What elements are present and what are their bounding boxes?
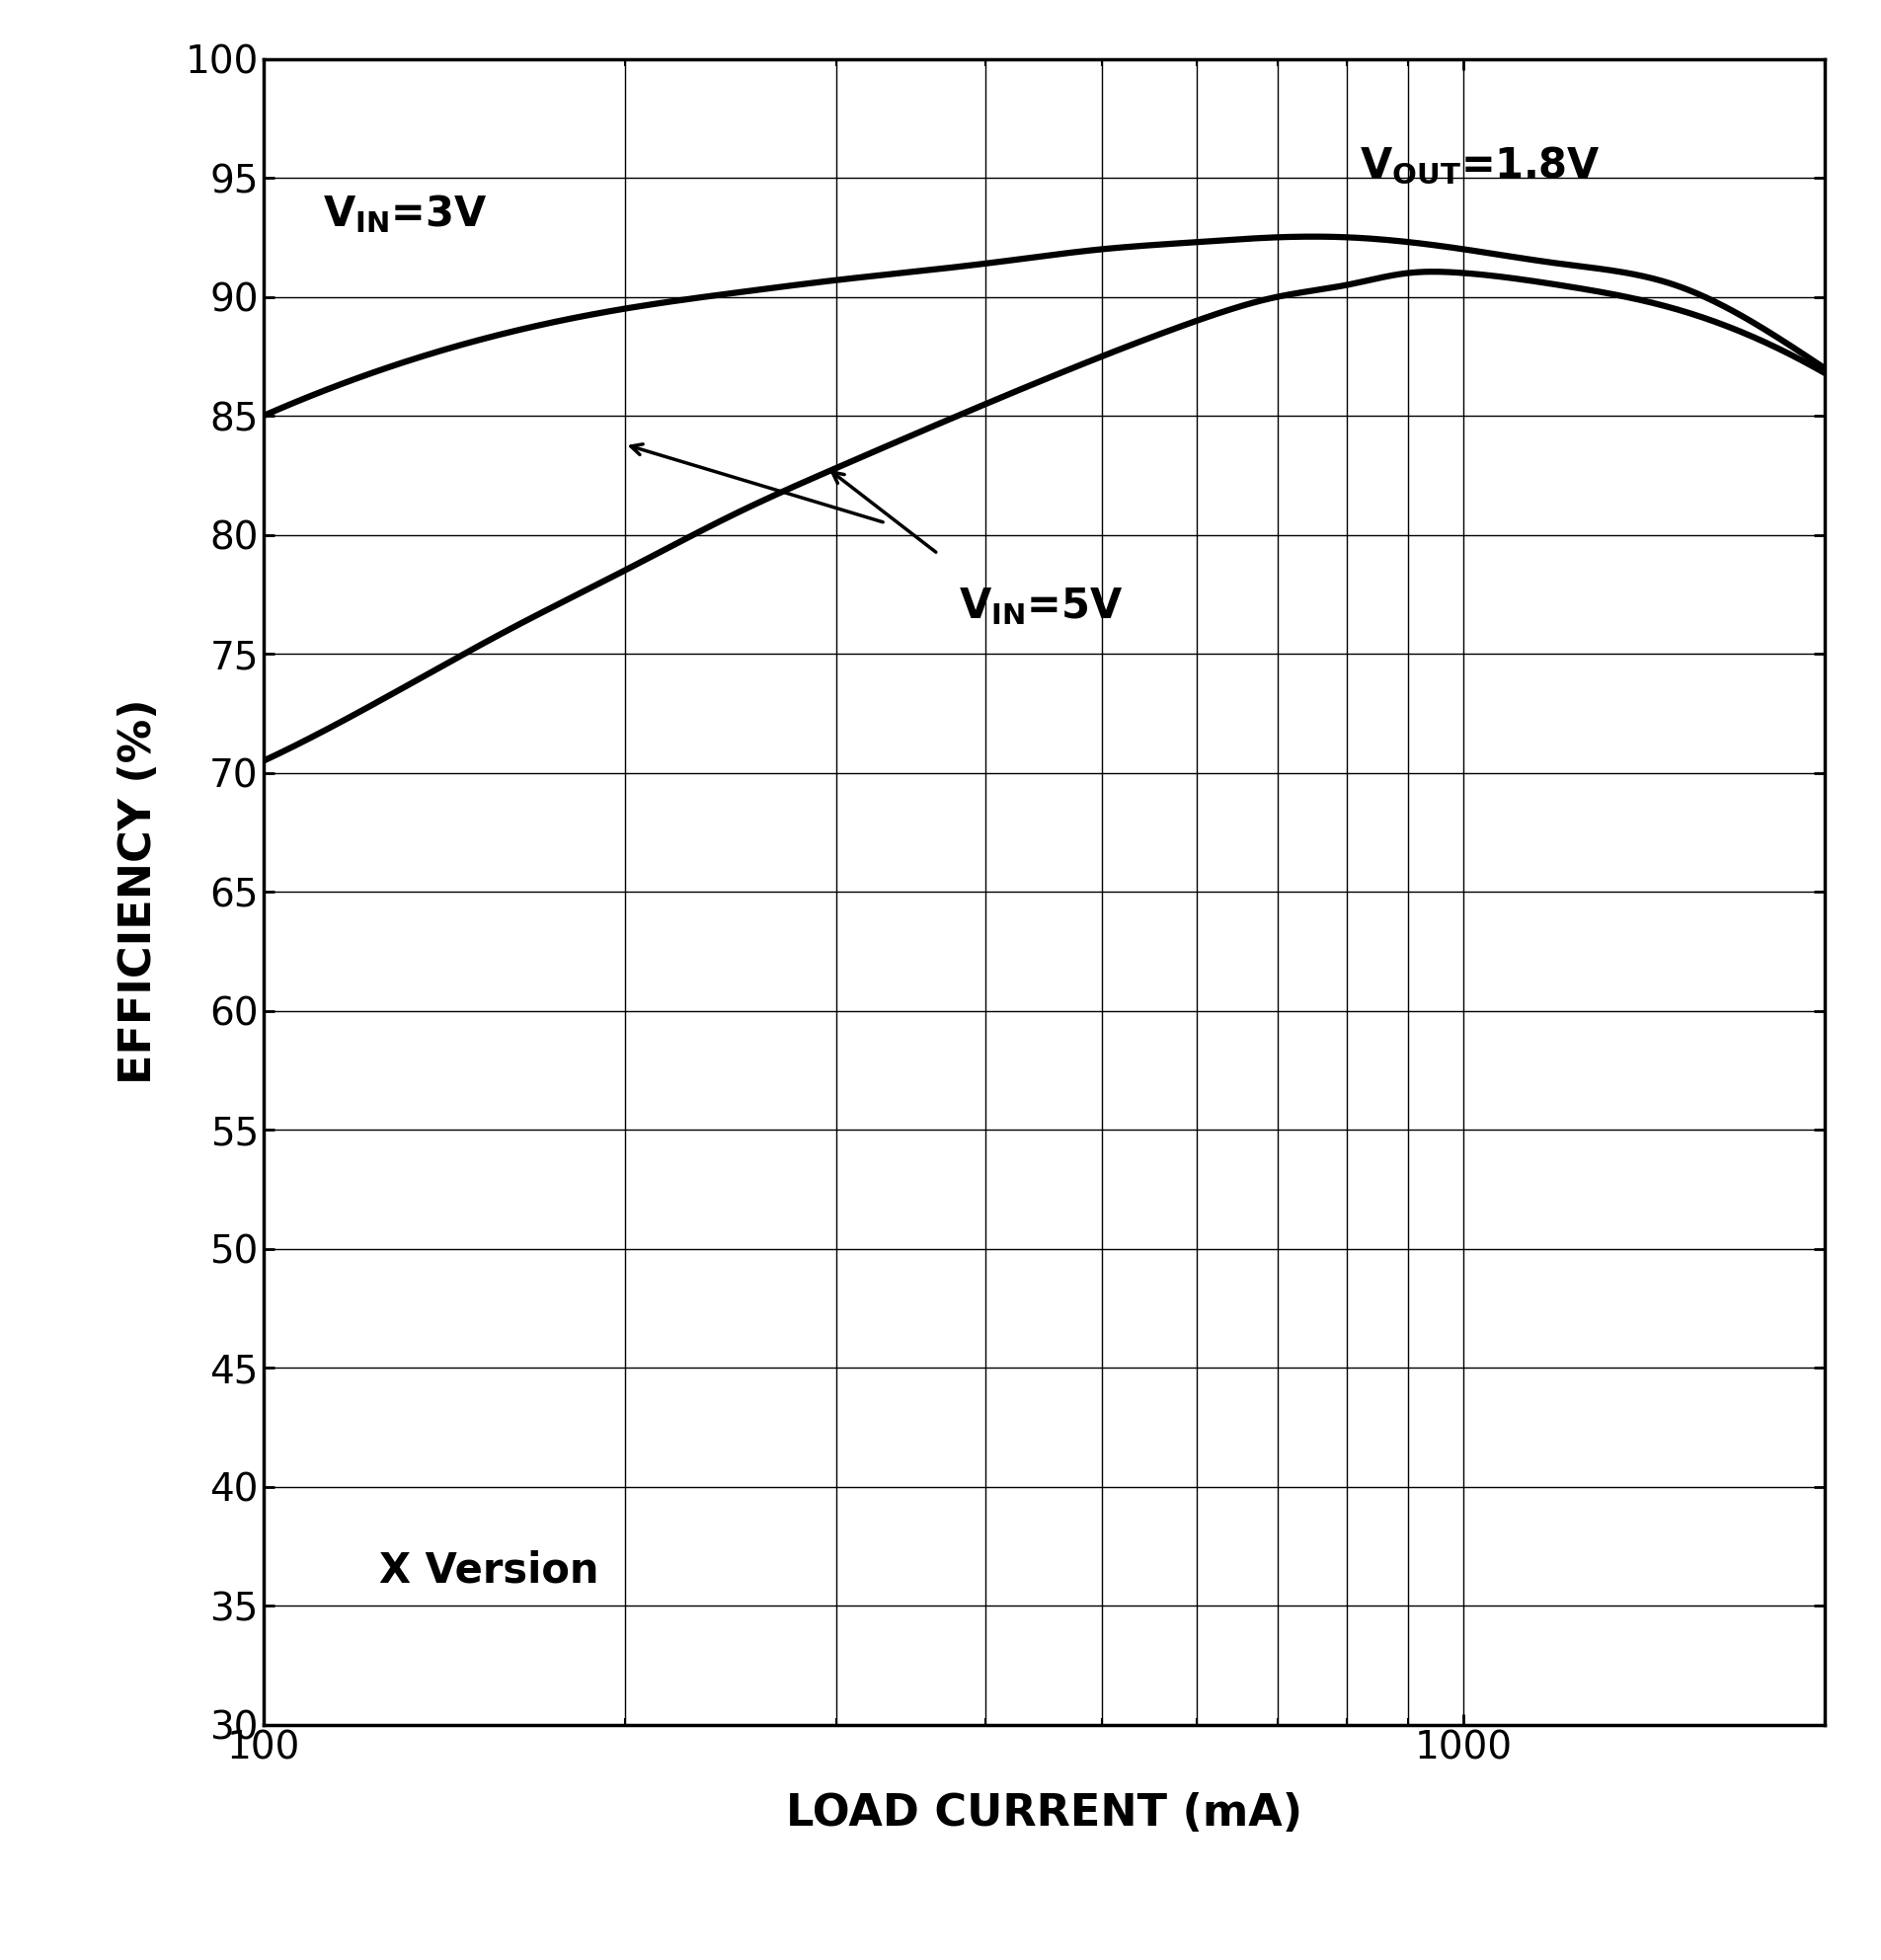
Text: $\mathbf{V_{IN}}$=5V: $\mathbf{V_{IN}}$=5V [959,586,1123,627]
Text: $\mathbf{V_{OUT}}$=1.8V: $\mathbf{V_{OUT}}$=1.8V [1360,145,1601,186]
Text: X Version: X Version [380,1548,600,1592]
Y-axis label: EFFICIENCY (%): EFFICIENCY (%) [119,700,160,1084]
X-axis label: LOAD CURRENT (mA): LOAD CURRENT (mA) [786,1791,1302,1835]
Text: $\mathbf{V_{IN}}$=3V: $\mathbf{V_{IN}}$=3V [322,192,487,235]
